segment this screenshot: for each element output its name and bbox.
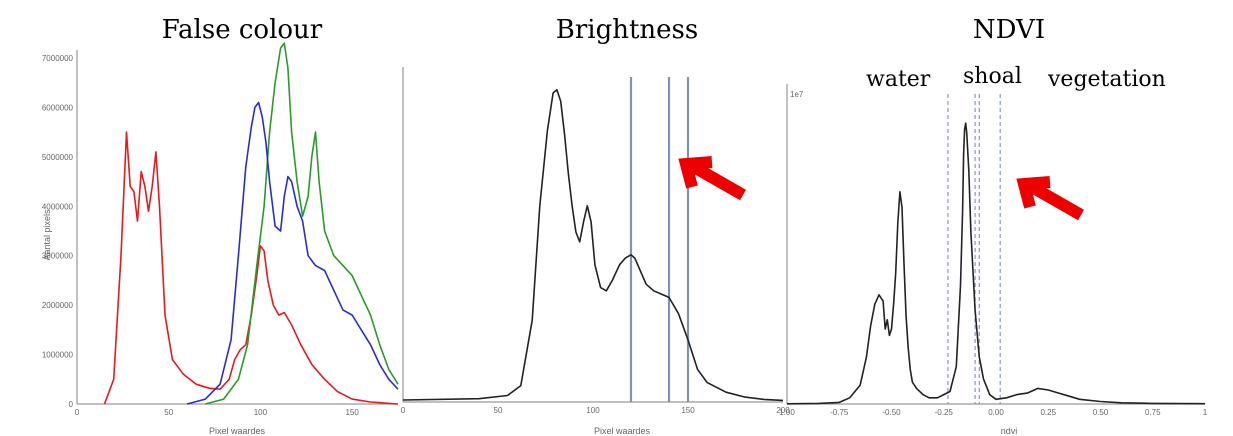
chart-2-series-black-line <box>402 88 784 402</box>
chart-1-title: False colour <box>162 15 323 45</box>
arrow-icon-ndvi <box>1016 176 1084 221</box>
chart-3-xtick-label: -0.75 <box>830 408 849 417</box>
chart-3-xtick-label: 0.00 <box>988 408 1004 417</box>
chart-3-xtick-label: 0.50 <box>1093 408 1109 417</box>
chart-2-xtick-label: 200 <box>776 406 790 415</box>
chart-3-xtick-label: 0.25 <box>1040 408 1056 417</box>
chart-1-xlabel: Pixel waardes <box>209 426 266 436</box>
chart-1-ytick-label: 2000000 <box>42 301 74 310</box>
chart-3-series-black-line <box>786 122 1206 405</box>
plots-layer: 0 50 100 1500100000020000003000000400000050… <box>42 42 1208 417</box>
annotation-vegetation: vegetation <box>1047 67 1166 92</box>
chart-1-ytick-label: 7000000 <box>42 54 74 63</box>
chart-2-xtick-label: 150 <box>681 406 695 415</box>
chart-2-xtick-label: 100 <box>586 406 600 415</box>
chart-3-xtick-label: -0.50 <box>882 408 901 417</box>
chart-1-ytick-label: 6000000 <box>42 103 74 112</box>
chart-1-series-red-line <box>103 131 399 405</box>
chart-1-ytick-label: 3000000 <box>42 252 74 261</box>
chart-3-xtick-label: 1 <box>1203 408 1208 417</box>
annotation-water: water <box>866 67 931 92</box>
chart-1-ylabel: Aantal pixels <box>42 209 52 261</box>
chart-2-xlabel: Pixel waardes <box>594 426 651 436</box>
chart-2-xtick-label: 50 <box>494 406 503 415</box>
chart-3-xlabel: ndvi <box>1001 426 1018 436</box>
chart-1-ytick-label: 4000000 <box>42 202 74 211</box>
chart-3-title: NDVI <box>973 15 1045 45</box>
chart-2-xtick-label: 0 <box>401 406 406 415</box>
arrow-icon-brightness <box>678 156 746 201</box>
annotation-shoal: shoal <box>963 64 1022 89</box>
chart-1-ytick-label: 5000000 <box>42 153 74 162</box>
chart-1-ytick-label: 0 <box>69 400 74 409</box>
chart-1-xtick-label: 100 <box>254 408 268 417</box>
chart-1-series-blue-line <box>186 101 399 405</box>
chart-1-ytick-label: 1000000 <box>42 351 74 360</box>
chart-3-xtick-label: 0.75 <box>1145 408 1161 417</box>
chart-1-series-green-line <box>205 42 399 405</box>
chart-3-xtick-label: 1.00 <box>779 408 795 417</box>
chart-3-xtick-label: -0.25 <box>935 408 954 417</box>
chart-1-xtick-label: 50 <box>164 408 173 417</box>
chart-3-scale-label: 1e7 <box>790 90 804 99</box>
chart-1-xtick-label: 150 <box>345 408 359 417</box>
chart-1-xtick-label: 0 <box>75 408 80 417</box>
chart-2-title: Brightness <box>556 15 699 45</box>
